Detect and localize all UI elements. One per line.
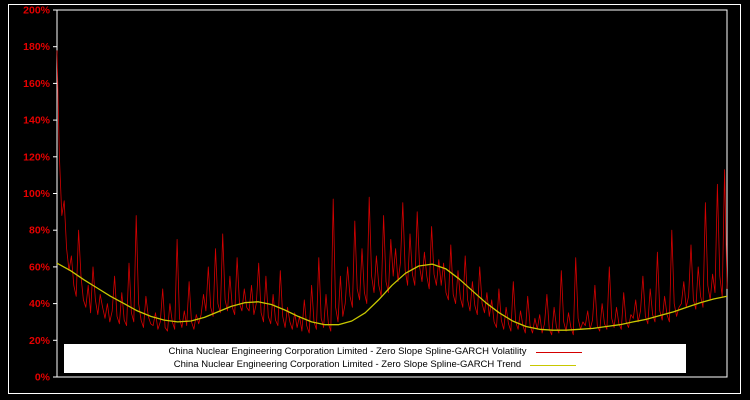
y-axis-tick-label: 180% [23, 41, 51, 53]
figure-outer-frame [8, 4, 741, 394]
legend-item-volatility: China Nuclear Engineering Corporation Li… [168, 346, 582, 358]
trend-line [56, 262, 728, 331]
y-axis-tick-label: 120% [23, 151, 51, 163]
legend-label-trend: China Nuclear Engineering Corporation Li… [173, 359, 522, 370]
y-axis-tick-label: 20% [29, 335, 51, 347]
y-axis-tick-label: 80% [29, 225, 51, 237]
legend-line-swatch-trend [530, 364, 577, 366]
y-axis-tick-label: 40% [29, 298, 51, 310]
y-axis-tick-label: 160% [23, 78, 51, 90]
legend-line-swatch-volatility [535, 351, 582, 353]
chart-legend: China Nuclear Engineering Corporation Li… [64, 344, 686, 373]
legend-item-trend: China Nuclear Engineering Corporation Li… [173, 359, 577, 371]
legend-label-volatility: China Nuclear Engineering Corporation Li… [168, 346, 527, 357]
y-axis-tick-label: 100% [23, 188, 51, 200]
y-axis-tick-label: 60% [29, 261, 51, 273]
volatility-line [56, 50, 728, 336]
y-axis-tick-label: 0% [35, 372, 51, 384]
y-axis-tick-label: 200% [23, 5, 51, 17]
y-axis-tick-label: 140% [23, 115, 51, 127]
